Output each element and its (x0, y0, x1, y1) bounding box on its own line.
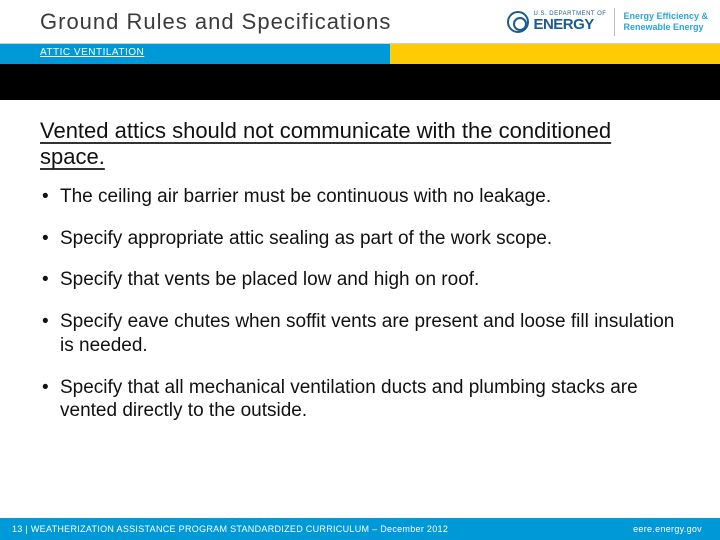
list-item: Specify that all mechanical ventilation … (40, 376, 680, 424)
list-item: Specify that vents be placed low and hig… (40, 268, 680, 292)
doe-logo-block: U.S. DEPARTMENT OF ENERGY Energy Efficie… (507, 8, 720, 36)
subheader-label: ATTIC VENTILATION (0, 44, 390, 64)
subheader-bar: ATTIC VENTILATION (0, 44, 720, 64)
logo-divider (614, 8, 615, 36)
list-item: Specify eave chutes when soffit vents ar… (40, 310, 680, 358)
doe-dept-big: ENERGY (533, 17, 606, 32)
content-heading: Vented attics should not communicate wit… (40, 118, 680, 171)
footer-right: eere.energy.gov (633, 524, 702, 534)
eere-line1: Energy Efficiency & (623, 11, 708, 22)
dark-band (0, 64, 720, 100)
bullet-list: The ceiling air barrier must be continuo… (40, 185, 680, 423)
footer-left: 13 | WEATHERIZATION ASSISTANCE PROGRAM S… (12, 524, 448, 534)
slide-footer: 13 | WEATHERIZATION ASSISTANCE PROGRAM S… (0, 518, 720, 540)
doe-logo-text: U.S. DEPARTMENT OF ENERGY (533, 11, 606, 32)
list-item: Specify appropriate attic sealing as par… (40, 227, 680, 251)
slide-header: Ground Rules and Specifications U.S. DEP… (0, 0, 720, 44)
list-item: The ceiling air barrier must be continuo… (40, 185, 680, 209)
content-area: Vented attics should not communicate wit… (0, 100, 720, 423)
slide-title: Ground Rules and Specifications (40, 9, 391, 35)
eere-logo-text: Energy Efficiency & Renewable Energy (623, 11, 708, 33)
subheader-accent (390, 44, 720, 64)
doe-logo: U.S. DEPARTMENT OF ENERGY (507, 11, 606, 33)
eere-line2: Renewable Energy (623, 22, 708, 33)
doe-seal-icon (507, 11, 529, 33)
